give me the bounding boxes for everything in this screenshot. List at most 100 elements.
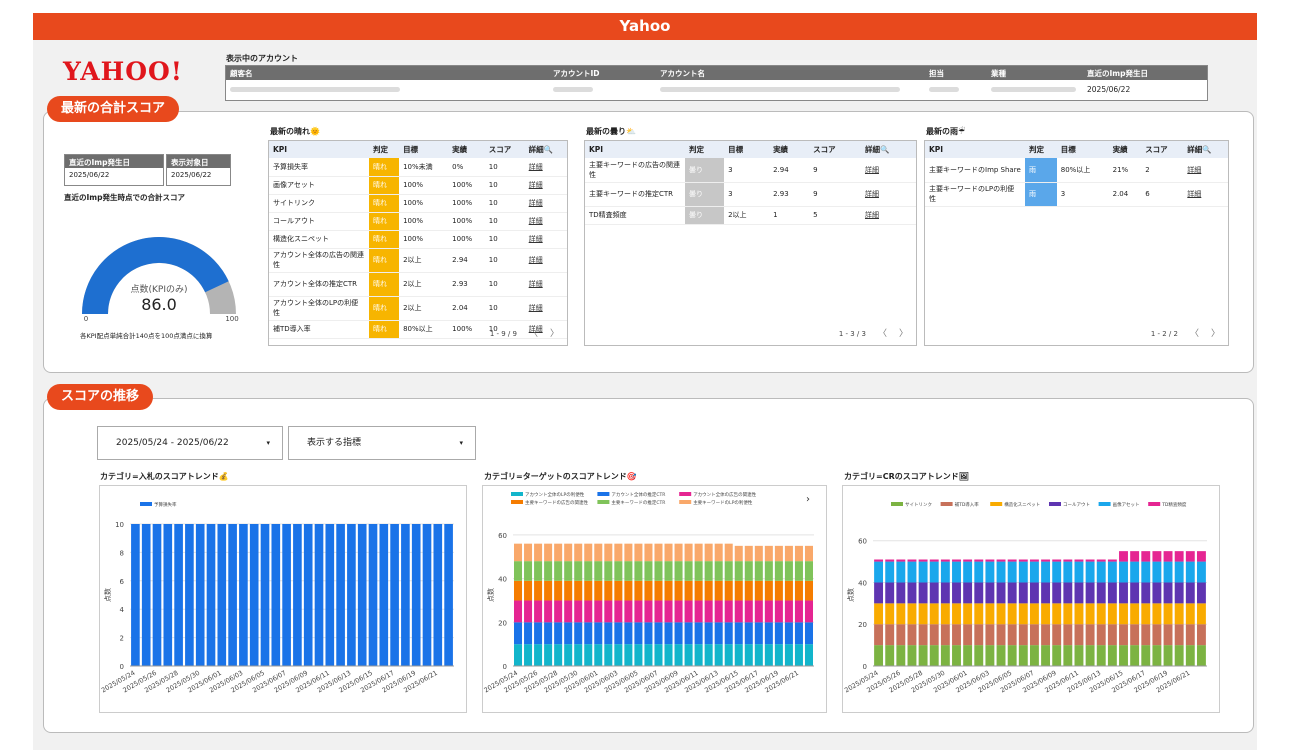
table-cell: 0%	[448, 158, 485, 177]
bar	[896, 561, 906, 583]
detail-link[interactable]: 詳細	[860, 182, 916, 207]
table-cell: 10	[484, 194, 525, 213]
target-day-box: 表示対象日 2025/06/22	[166, 154, 231, 186]
bar	[885, 559, 895, 562]
detail-link[interactable]: 詳細	[524, 212, 567, 231]
bar	[584, 580, 593, 601]
bar	[952, 559, 961, 562]
detail-link[interactable]: 詳細	[524, 194, 567, 213]
table-cell: 3	[1056, 182, 1109, 207]
bar	[874, 561, 884, 583]
legend-swatch	[1148, 502, 1161, 506]
detail-link[interactable]: 詳細	[524, 158, 567, 177]
table-cell: 2.94	[769, 158, 810, 183]
legend-label: 主要キーワードのLPの利便性	[693, 499, 753, 506]
column-header: 詳細🔍	[860, 141, 916, 158]
table-row: サイトリンク 晴れ 100% 100% 10 詳細	[269, 194, 567, 213]
bar	[1196, 645, 1206, 666]
table-cell: 2	[1141, 158, 1184, 183]
detail-link[interactable]: 詳細	[524, 296, 567, 321]
column-header: 目標	[1056, 141, 1109, 158]
bar	[664, 561, 673, 581]
bar	[1130, 624, 1140, 646]
bar	[896, 645, 906, 666]
bar	[896, 582, 906, 604]
bar	[764, 545, 773, 562]
table-cell: 9	[809, 158, 861, 183]
bar	[704, 644, 713, 666]
bar	[996, 645, 1006, 666]
bar	[1074, 582, 1084, 604]
column-header: 判定	[369, 141, 400, 158]
gauge-caption: 直近のImp発生時点での合計スコア	[64, 193, 185, 202]
detail-link[interactable]: 詳細	[524, 320, 567, 339]
bar	[1096, 559, 1106, 562]
next-page-button[interactable]: 〉	[549, 329, 559, 339]
bar	[1119, 603, 1128, 625]
bar	[614, 622, 623, 645]
redacted-owner	[929, 87, 959, 92]
detail-link[interactable]: 詳細	[524, 176, 567, 195]
prev-page-button[interactable]: 〈	[877, 329, 887, 339]
bar	[1119, 561, 1128, 583]
bar	[1052, 561, 1062, 583]
detail-link[interactable]: 詳細	[524, 230, 567, 249]
bar	[985, 561, 995, 583]
detail-link[interactable]: 詳細	[524, 248, 567, 273]
detail-link[interactable]: 詳細	[860, 206, 916, 225]
judgement-cell: 曇り	[685, 206, 725, 225]
date-range-value: 2025/05/24 - 2025/06/22	[116, 438, 229, 448]
bar	[574, 644, 583, 666]
bar	[940, 582, 950, 604]
bar	[1185, 561, 1195, 583]
bar	[433, 524, 443, 666]
bar	[544, 580, 553, 601]
table-cell: 3	[724, 182, 770, 207]
bar	[929, 645, 939, 666]
bar	[784, 644, 793, 666]
bar	[1041, 645, 1051, 666]
detail-link[interactable]: 詳細	[1183, 182, 1228, 207]
chart-bid: 0 2 4 6 8 10 点数 予算損失率 2025/05/24 2025/05/26 2025/0…	[99, 485, 467, 713]
bar	[293, 524, 302, 666]
prev-page-button[interactable]: 〈	[1189, 329, 1199, 339]
bar	[874, 624, 884, 646]
chart-cr-svg: 0 20 40 60 点数 サイトリンク 補TD導入率 構造化スニペット コールアウト 画像アセッ…	[843, 501, 1207, 694]
detail-link[interactable]: 詳細	[1183, 158, 1228, 183]
legend-next-icon[interactable]: ›	[806, 494, 810, 505]
bar	[1063, 582, 1073, 604]
bar	[1130, 645, 1140, 666]
bar	[714, 600, 723, 623]
redacted-customer	[230, 87, 400, 92]
bar	[574, 580, 583, 601]
bar	[1185, 603, 1195, 625]
next-page-button[interactable]: 〉	[898, 329, 908, 339]
table-cell: 2.04	[1108, 182, 1142, 207]
bar	[874, 559, 884, 562]
bar	[1096, 582, 1106, 604]
bar	[1018, 559, 1028, 562]
y-axis-label: 点数	[103, 588, 112, 602]
next-page-button[interactable]: 〉	[1210, 329, 1220, 339]
ame-table-card: KPI 判定 目標 実績 スコア 詳細🔍 主要キーワードのImp Share 雨 80%以上 21…	[924, 140, 1229, 346]
bar	[684, 622, 693, 645]
bar	[974, 603, 984, 625]
bar	[694, 561, 703, 581]
score-section-title: 最新の合計スコア	[47, 96, 180, 122]
bar	[1007, 561, 1017, 583]
detail-link[interactable]: 詳細	[860, 158, 916, 183]
date-range-picker[interactable]: 2025/05/24 - 2025/06/22 ▾	[97, 426, 283, 460]
bar	[684, 644, 693, 666]
table-row: 予算損失率 晴れ 10%未満 0% 10 詳細	[269, 158, 567, 177]
ame-pager: 1 - 2 / 2 〈〉	[1150, 329, 1220, 339]
gauge-value: 86.0	[141, 295, 177, 314]
col-account-name: アカウント名	[660, 69, 705, 78]
metric-select[interactable]: 表示する指標 ▾	[288, 426, 476, 460]
bar	[674, 543, 683, 562]
bar	[744, 622, 753, 645]
bar	[524, 543, 533, 562]
detail-link[interactable]: 詳細	[524, 272, 567, 297]
prev-page-button[interactable]: 〈	[528, 329, 538, 339]
bar	[303, 524, 313, 666]
hare-table-card: KPI 判定 目標 実績 スコア 詳細🔍 予算損失率 晴れ 10%未満 0% 10 詳細 画像アセット晴…	[268, 140, 568, 346]
